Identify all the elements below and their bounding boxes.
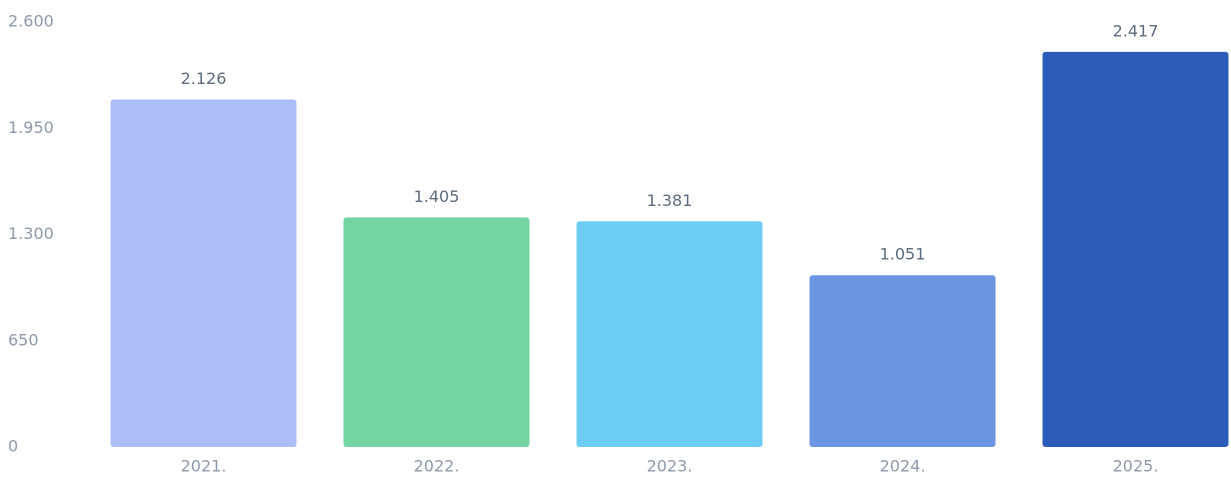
data-label: 1.051 bbox=[880, 245, 926, 264]
y-tick-label: 0 bbox=[8, 437, 18, 456]
bar bbox=[1042, 51, 1229, 448]
data-label: 1.405 bbox=[414, 187, 460, 206]
x-tick-label: 2025. bbox=[1113, 457, 1159, 476]
data-label: 2.126 bbox=[181, 69, 227, 88]
data-label: 2.417 bbox=[1113, 21, 1159, 40]
data-label: 1.381 bbox=[647, 191, 693, 210]
x-tick-label: 2022. bbox=[414, 457, 460, 476]
y-tick-label: 1.950 bbox=[8, 118, 54, 137]
y-tick-label: 1.300 bbox=[8, 224, 54, 243]
bar bbox=[343, 217, 530, 447]
bar bbox=[110, 99, 297, 447]
y-tick-label: 650 bbox=[8, 330, 39, 349]
bar bbox=[809, 275, 996, 447]
x-tick-label: 2021. bbox=[181, 457, 227, 476]
y-tick-label: 2.600 bbox=[8, 12, 54, 31]
x-tick-label: 2023. bbox=[647, 457, 693, 476]
bar bbox=[576, 221, 763, 447]
x-tick-label: 2024. bbox=[880, 457, 926, 476]
